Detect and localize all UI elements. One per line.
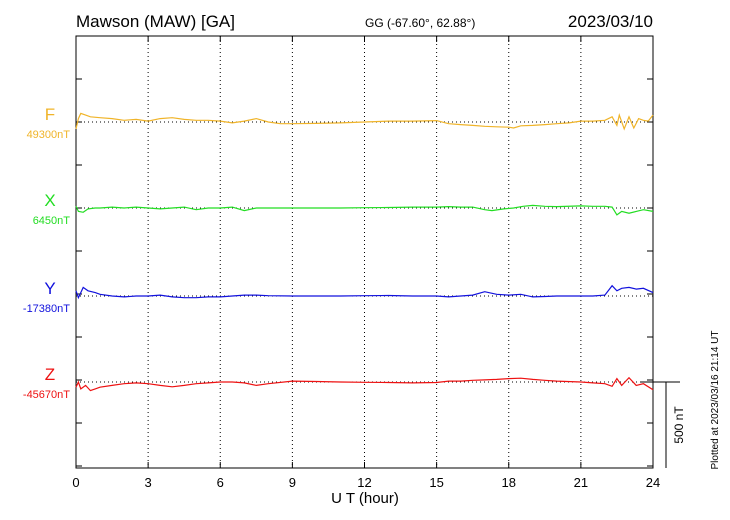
station-title: Mawson (MAW) [GA] xyxy=(76,12,235,31)
scale-bar: 500 nT xyxy=(640,381,686,468)
x-tick-label: 3 xyxy=(145,475,152,490)
series-baseline-value-z: -45670nT xyxy=(23,389,70,401)
date-label: 2023/03/10 xyxy=(568,12,653,31)
plotted-note: Plotted at 2023/03/16 21:14 UT xyxy=(710,331,721,470)
series-name-f: F xyxy=(45,105,55,124)
series-line-x xyxy=(75,204,654,216)
series-line-z xyxy=(75,376,654,392)
x-tick-label: 24 xyxy=(646,475,660,490)
x-axis-label: U T (hour) xyxy=(331,490,399,507)
x-tick-label: 0 xyxy=(72,475,79,490)
x-tick-label: 12 xyxy=(357,475,371,490)
x-tick-label: 15 xyxy=(429,475,443,490)
scale-bar-label: 500 nT xyxy=(672,406,686,444)
series-line-f xyxy=(75,112,654,131)
grid-lines xyxy=(147,36,582,468)
x-tick-label: 6 xyxy=(217,475,224,490)
series-line-y xyxy=(75,284,654,300)
series-name-x: X xyxy=(44,191,55,210)
series-labels: F 49300nT X 6450nT Y -17380nT Z -45670nT xyxy=(23,105,70,401)
series-baseline-value-f: 49300nT xyxy=(27,129,71,141)
series-name-y: Y xyxy=(44,279,55,298)
series-baseline-value-y: -17380nT xyxy=(23,303,70,315)
axis-ticks: 0 3 6 9 12 15 18 21 24 xyxy=(72,36,660,490)
series-lines xyxy=(75,112,654,392)
series-name-z: Z xyxy=(45,365,55,384)
x-tick-label: 18 xyxy=(502,475,516,490)
x-tick-label: 9 xyxy=(289,475,296,490)
coordinates-label: GG (-67.60°, 62.88°) xyxy=(365,16,475,30)
series-baseline-value-x: 6450nT xyxy=(33,215,71,227)
x-tick-label: 21 xyxy=(574,475,588,490)
